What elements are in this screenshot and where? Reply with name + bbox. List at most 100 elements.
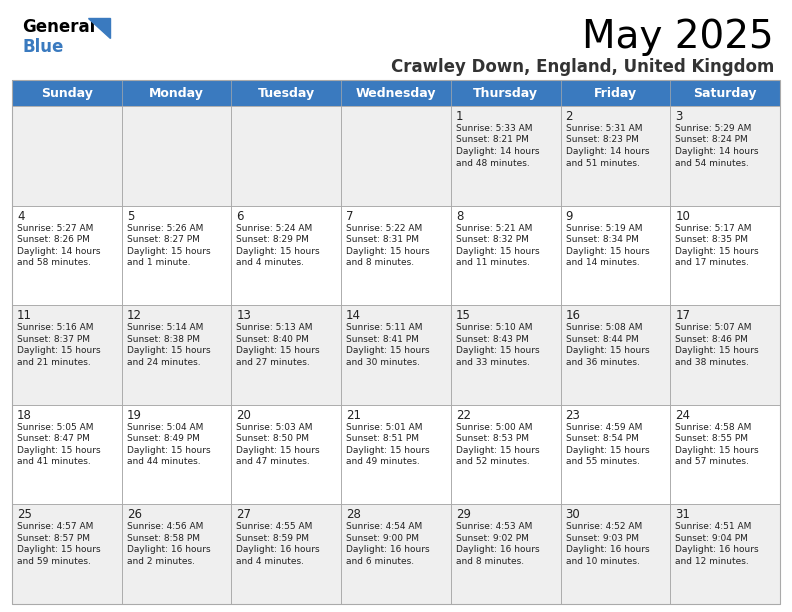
Text: and 4 minutes.: and 4 minutes.	[237, 557, 304, 566]
Text: Sunset: 8:50 PM: Sunset: 8:50 PM	[237, 435, 310, 443]
Text: 29: 29	[456, 509, 471, 521]
Text: 28: 28	[346, 509, 361, 521]
Text: Daylight: 16 hours: Daylight: 16 hours	[127, 545, 211, 554]
Text: 4: 4	[17, 209, 25, 223]
Text: Daylight: 15 hours: Daylight: 15 hours	[565, 346, 649, 355]
Text: 10: 10	[676, 209, 690, 223]
Text: Daylight: 15 hours: Daylight: 15 hours	[237, 346, 320, 355]
Text: Sunset: 8:35 PM: Sunset: 8:35 PM	[676, 235, 748, 244]
Text: Daylight: 15 hours: Daylight: 15 hours	[17, 545, 101, 554]
Text: Sunrise: 5:26 AM: Sunrise: 5:26 AM	[127, 223, 203, 233]
Text: Wednesday: Wednesday	[356, 86, 436, 100]
Bar	[341, 106, 451, 206]
Bar	[451, 106, 561, 206]
Text: 30: 30	[565, 509, 581, 521]
Text: Sunrise: 4:57 AM: Sunrise: 4:57 AM	[17, 523, 93, 531]
Text: Sunrise: 4:52 AM: Sunrise: 4:52 AM	[565, 523, 642, 531]
Text: and 8 minutes.: and 8 minutes.	[456, 557, 524, 566]
Text: 9: 9	[565, 209, 573, 223]
Text: Daylight: 15 hours: Daylight: 15 hours	[346, 247, 430, 256]
Text: May 2025: May 2025	[582, 18, 774, 56]
Text: Sunset: 8:49 PM: Sunset: 8:49 PM	[127, 435, 200, 443]
Text: Daylight: 16 hours: Daylight: 16 hours	[346, 545, 430, 554]
Text: and 24 minutes.: and 24 minutes.	[127, 357, 200, 367]
Bar	[12, 405, 122, 504]
Bar	[12, 206, 122, 305]
Bar	[451, 206, 561, 305]
Bar	[12, 80, 780, 106]
Bar	[231, 106, 341, 206]
Bar	[451, 504, 561, 604]
Text: Sunday: Sunday	[41, 86, 93, 100]
Bar	[341, 405, 451, 504]
Bar	[451, 305, 561, 405]
Text: Sunset: 8:21 PM: Sunset: 8:21 PM	[456, 135, 529, 144]
Text: Daylight: 15 hours: Daylight: 15 hours	[127, 446, 211, 455]
Text: Sunrise: 5:22 AM: Sunrise: 5:22 AM	[346, 223, 422, 233]
Text: Daylight: 15 hours: Daylight: 15 hours	[237, 247, 320, 256]
Text: Daylight: 14 hours: Daylight: 14 hours	[17, 247, 101, 256]
Text: and 51 minutes.: and 51 minutes.	[565, 159, 639, 168]
Text: Daylight: 15 hours: Daylight: 15 hours	[456, 247, 539, 256]
Text: Sunset: 8:34 PM: Sunset: 8:34 PM	[565, 235, 638, 244]
Text: and 36 minutes.: and 36 minutes.	[565, 357, 639, 367]
Text: Daylight: 15 hours: Daylight: 15 hours	[565, 247, 649, 256]
Text: Friday: Friday	[594, 86, 637, 100]
Text: 8: 8	[456, 209, 463, 223]
Text: and 44 minutes.: and 44 minutes.	[127, 457, 200, 466]
Text: Daylight: 15 hours: Daylight: 15 hours	[456, 446, 539, 455]
Text: Daylight: 16 hours: Daylight: 16 hours	[676, 545, 759, 554]
Text: Sunset: 8:27 PM: Sunset: 8:27 PM	[127, 235, 200, 244]
Bar	[231, 405, 341, 504]
Text: Sunrise: 5:11 AM: Sunrise: 5:11 AM	[346, 323, 423, 332]
Text: Daylight: 15 hours: Daylight: 15 hours	[127, 247, 211, 256]
Text: and 38 minutes.: and 38 minutes.	[676, 357, 749, 367]
Text: and 27 minutes.: and 27 minutes.	[237, 357, 310, 367]
Text: 18: 18	[17, 409, 32, 422]
Text: and 58 minutes.: and 58 minutes.	[17, 258, 91, 267]
Text: and 17 minutes.: and 17 minutes.	[676, 258, 749, 267]
Text: Sunset: 8:57 PM: Sunset: 8:57 PM	[17, 534, 90, 543]
Text: Sunrise: 4:58 AM: Sunrise: 4:58 AM	[676, 423, 752, 432]
Bar	[231, 305, 341, 405]
Text: Sunrise: 5:24 AM: Sunrise: 5:24 AM	[237, 223, 313, 233]
Text: Daylight: 16 hours: Daylight: 16 hours	[456, 545, 539, 554]
Text: Sunset: 9:00 PM: Sunset: 9:00 PM	[346, 534, 419, 543]
Text: Sunset: 8:55 PM: Sunset: 8:55 PM	[676, 435, 748, 443]
Text: 20: 20	[237, 409, 251, 422]
Text: Sunset: 9:04 PM: Sunset: 9:04 PM	[676, 534, 748, 543]
Text: and 57 minutes.: and 57 minutes.	[676, 457, 749, 466]
Bar	[122, 206, 231, 305]
Text: Sunrise: 5:14 AM: Sunrise: 5:14 AM	[127, 323, 203, 332]
Text: Sunset: 8:41 PM: Sunset: 8:41 PM	[346, 335, 419, 344]
Text: and 1 minute.: and 1 minute.	[127, 258, 190, 267]
Text: 2: 2	[565, 110, 573, 123]
Bar	[12, 305, 122, 405]
Text: Sunrise: 5:21 AM: Sunrise: 5:21 AM	[456, 223, 532, 233]
Bar	[231, 206, 341, 305]
Bar	[122, 504, 231, 604]
Text: Sunset: 8:59 PM: Sunset: 8:59 PM	[237, 534, 310, 543]
Text: and 21 minutes.: and 21 minutes.	[17, 357, 91, 367]
Text: Sunrise: 5:01 AM: Sunrise: 5:01 AM	[346, 423, 423, 432]
Text: and 54 minutes.: and 54 minutes.	[676, 159, 749, 168]
Text: General: General	[22, 18, 95, 36]
Text: 3: 3	[676, 110, 683, 123]
Text: Daylight: 15 hours: Daylight: 15 hours	[346, 346, 430, 355]
Bar	[670, 106, 780, 206]
Text: Daylight: 15 hours: Daylight: 15 hours	[676, 247, 759, 256]
Text: Sunrise: 5:27 AM: Sunrise: 5:27 AM	[17, 223, 93, 233]
Bar	[12, 80, 780, 604]
Text: Sunset: 8:23 PM: Sunset: 8:23 PM	[565, 135, 638, 144]
Bar	[561, 206, 670, 305]
Text: Sunrise: 5:08 AM: Sunrise: 5:08 AM	[565, 323, 642, 332]
Bar	[231, 504, 341, 604]
Text: Sunset: 8:24 PM: Sunset: 8:24 PM	[676, 135, 748, 144]
Text: 19: 19	[127, 409, 142, 422]
Text: and 47 minutes.: and 47 minutes.	[237, 457, 310, 466]
Text: Sunrise: 5:13 AM: Sunrise: 5:13 AM	[237, 323, 313, 332]
Text: 24: 24	[676, 409, 691, 422]
Text: Sunset: 8:29 PM: Sunset: 8:29 PM	[237, 235, 310, 244]
Text: Sunrise: 5:07 AM: Sunrise: 5:07 AM	[676, 323, 752, 332]
Text: 27: 27	[237, 509, 251, 521]
